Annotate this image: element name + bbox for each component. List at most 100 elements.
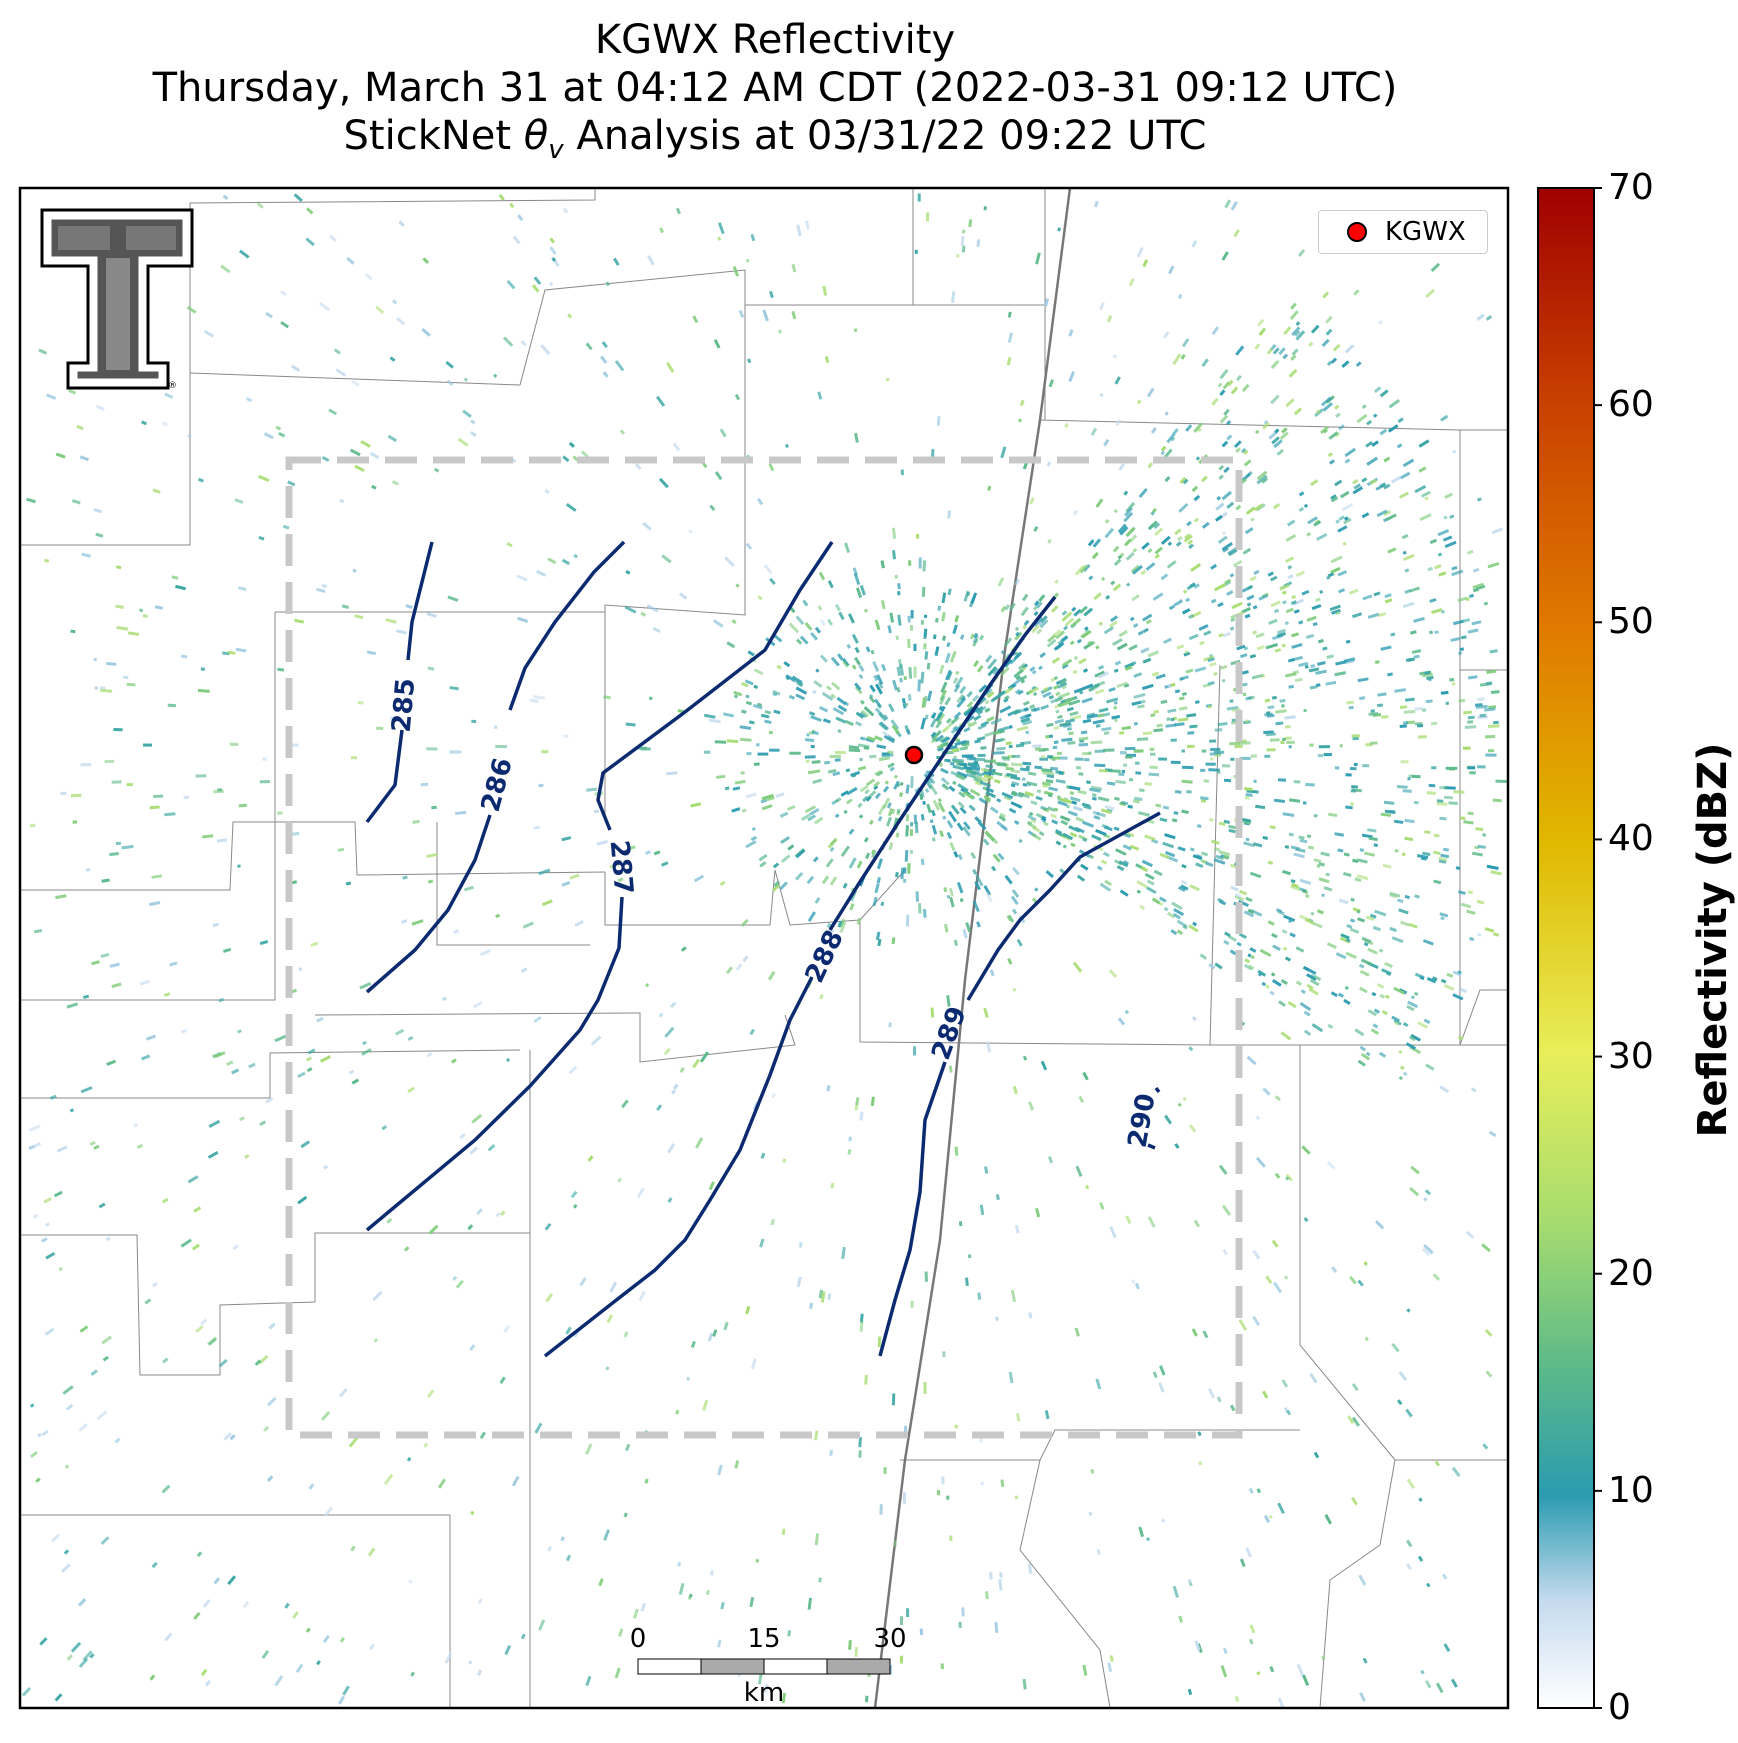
echo-pixel [1266, 711, 1271, 715]
echo-pixel [1422, 672, 1433, 678]
echo-pixel [1243, 841, 1255, 848]
echo-pixel [1077, 789, 1087, 795]
echo-pixel [1130, 564, 1140, 573]
echo-pixel [1348, 705, 1354, 710]
echo-pixel [725, 966, 734, 975]
echo-pixel [1159, 896, 1167, 903]
echo-pixel [1115, 419, 1122, 427]
echo-pixel [386, 1217, 393, 1224]
echo-pixel [957, 853, 963, 861]
echo-pixel [141, 420, 147, 426]
echo-pixel [997, 737, 1006, 743]
echo-pixel [745, 694, 750, 699]
echo-pixel [586, 787, 598, 792]
echo-pixel [882, 785, 890, 793]
echo-pixel [453, 929, 460, 934]
echo-pixel [1072, 805, 1084, 812]
echo-pixel [1007, 958, 1013, 965]
echo-pixel [920, 813, 925, 821]
echo-pixel [468, 1660, 473, 1665]
echo-pixel [1146, 886, 1157, 894]
echo-pixel [923, 614, 928, 619]
echo-pixel [636, 1187, 645, 1199]
echo-pixel [1070, 842, 1076, 848]
echo-pixel [1081, 697, 1093, 704]
echo-pixel [1344, 447, 1356, 458]
echo-pixel [1045, 870, 1055, 879]
echo-pixel [1408, 774, 1414, 778]
echo-pixel [913, 666, 917, 678]
echo-pixel [632, 1608, 639, 1619]
echo-pixel [859, 784, 869, 793]
echo-pixel [880, 560, 885, 569]
echo-pixel [800, 813, 811, 821]
echo-pixel [858, 673, 864, 680]
echo-pixel [661, 554, 672, 564]
echo-pixel [1426, 977, 1437, 984]
echo-pixel [1015, 675, 1022, 681]
echo-pixel [1293, 609, 1300, 614]
echo-pixel [854, 432, 859, 443]
echo-pixel [531, 284, 540, 293]
echo-pixel [746, 358, 752, 364]
echo-pixel [1393, 819, 1404, 824]
echo-pixel [1226, 501, 1235, 509]
echo-pixel [55, 452, 66, 459]
echo-pixel [392, 299, 398, 305]
echo-pixel [1013, 578, 1020, 586]
echo-pixel [1302, 801, 1307, 805]
echo-pixel [818, 705, 829, 713]
echo-pixel [819, 619, 826, 627]
svg-text:®: ® [168, 381, 177, 391]
echo-pixel [476, 1208, 483, 1216]
echo-pixel [1485, 681, 1493, 686]
echo-pixel [1141, 683, 1154, 691]
echo-pixel [690, 802, 702, 808]
echo-pixel [1402, 789, 1412, 793]
echo-pixel [403, 1246, 410, 1252]
echo-pixel [1242, 682, 1248, 687]
echo-pixel [502, 336, 514, 347]
echo-pixel [959, 746, 969, 751]
echo-pixel [1295, 980, 1302, 986]
echo-pixel [677, 1561, 682, 1567]
echo-pixel [1265, 642, 1278, 650]
contour-288 [543, 595, 1057, 1358]
echo-pixel [1103, 626, 1114, 635]
echo-pixel [827, 768, 837, 774]
echo-pixel [978, 776, 991, 783]
echo-pixel [193, 1611, 201, 1620]
echo-pixel [40, 1237, 48, 1243]
echo-pixel [1166, 433, 1176, 444]
echo-pixel [1434, 564, 1442, 570]
echo-pixel [922, 560, 927, 572]
echo-pixel [1391, 936, 1404, 944]
echo-pixel [1310, 664, 1316, 669]
echo-pixel [1072, 669, 1078, 675]
echo-pixel [444, 1652, 453, 1664]
echo-pixel [1082, 668, 1089, 673]
echo-pixel [961, 1607, 965, 1617]
echo-pixel [38, 348, 48, 355]
echo-pixel [1452, 993, 1464, 1001]
echo-pixel [996, 798, 1002, 803]
echo-pixel [585, 1675, 592, 1687]
echo-pixel [1339, 744, 1343, 748]
echo-pixel [1275, 721, 1284, 726]
echo-pixel [1229, 949, 1237, 956]
echo-pixel [910, 776, 914, 788]
echo-pixel [1431, 608, 1443, 614]
echo-pixel [910, 822, 914, 827]
echo-pixel [1199, 953, 1208, 960]
echo-pixel [1153, 728, 1164, 733]
echo-pixel [1406, 1005, 1415, 1012]
echo-pixel [1265, 1275, 1273, 1285]
echo-pixel [739, 737, 752, 742]
echo-pixel [266, 1396, 277, 1407]
echo-pixel [1113, 826, 1120, 832]
echo-pixel [297, 1071, 306, 1079]
echo-pixel [1345, 938, 1351, 943]
echo-pixel [968, 219, 973, 228]
echo-pixel [1245, 793, 1253, 797]
echo-pixel [1217, 535, 1228, 544]
